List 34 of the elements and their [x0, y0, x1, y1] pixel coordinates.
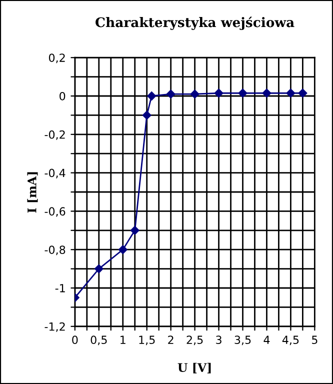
- y-axis-title: I [mA]: [27, 172, 38, 213]
- y-tick-label: -1,2: [44, 322, 65, 332]
- point: [142, 110, 152, 120]
- y-tick-label: -0,6: [44, 207, 66, 217]
- y-tick-label: 0,2: [48, 54, 65, 64]
- point: [190, 90, 200, 99]
- point: [147, 92, 156, 100]
- x-tick-label: 2,5: [186, 336, 203, 346]
- x-tick-label: 0,5: [90, 336, 107, 346]
- point: [214, 88, 224, 98]
- x-tick-label: 2: [168, 336, 174, 344]
- y-tick-label: -1: [55, 284, 65, 292]
- point: [262, 88, 272, 98]
- point: [166, 90, 176, 99]
- point: [286, 88, 296, 98]
- point: [298, 88, 308, 98]
- x-tick-label: 3: [216, 336, 222, 344]
- x-axis-title: U [V]: [178, 362, 211, 374]
- y-tick-label: -0,8: [44, 246, 66, 256]
- chart-title: Charakterystyka wejściowa: [96, 16, 294, 30]
- y-tick-label: 0: [60, 92, 66, 100]
- x-tick-label: 0: [72, 336, 78, 344]
- y-tick-label: -0,2: [44, 130, 65, 140]
- point: [94, 264, 104, 274]
- x-tick-label: 3,5: [234, 336, 251, 346]
- x-tick-label: 1: [120, 336, 126, 344]
- y-tick-label: -0,4: [44, 168, 66, 178]
- point: [130, 226, 140, 235]
- x-tick-label: 4: [264, 336, 270, 344]
- x-tick-label: 4,5: [282, 336, 299, 346]
- point: [238, 88, 248, 98]
- x-tick-label: 5: [312, 336, 318, 344]
- point: [118, 245, 128, 254]
- x-tick-label: 1,5: [139, 336, 155, 346]
